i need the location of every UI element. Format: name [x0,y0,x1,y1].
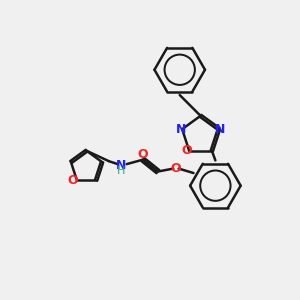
Text: O: O [138,148,148,161]
Text: O: O [170,162,181,175]
Text: O: O [67,174,78,187]
Text: O: O [182,144,192,157]
Text: N: N [116,159,127,172]
Text: H: H [117,166,125,176]
Text: N: N [176,123,186,136]
Text: N: N [215,123,226,136]
